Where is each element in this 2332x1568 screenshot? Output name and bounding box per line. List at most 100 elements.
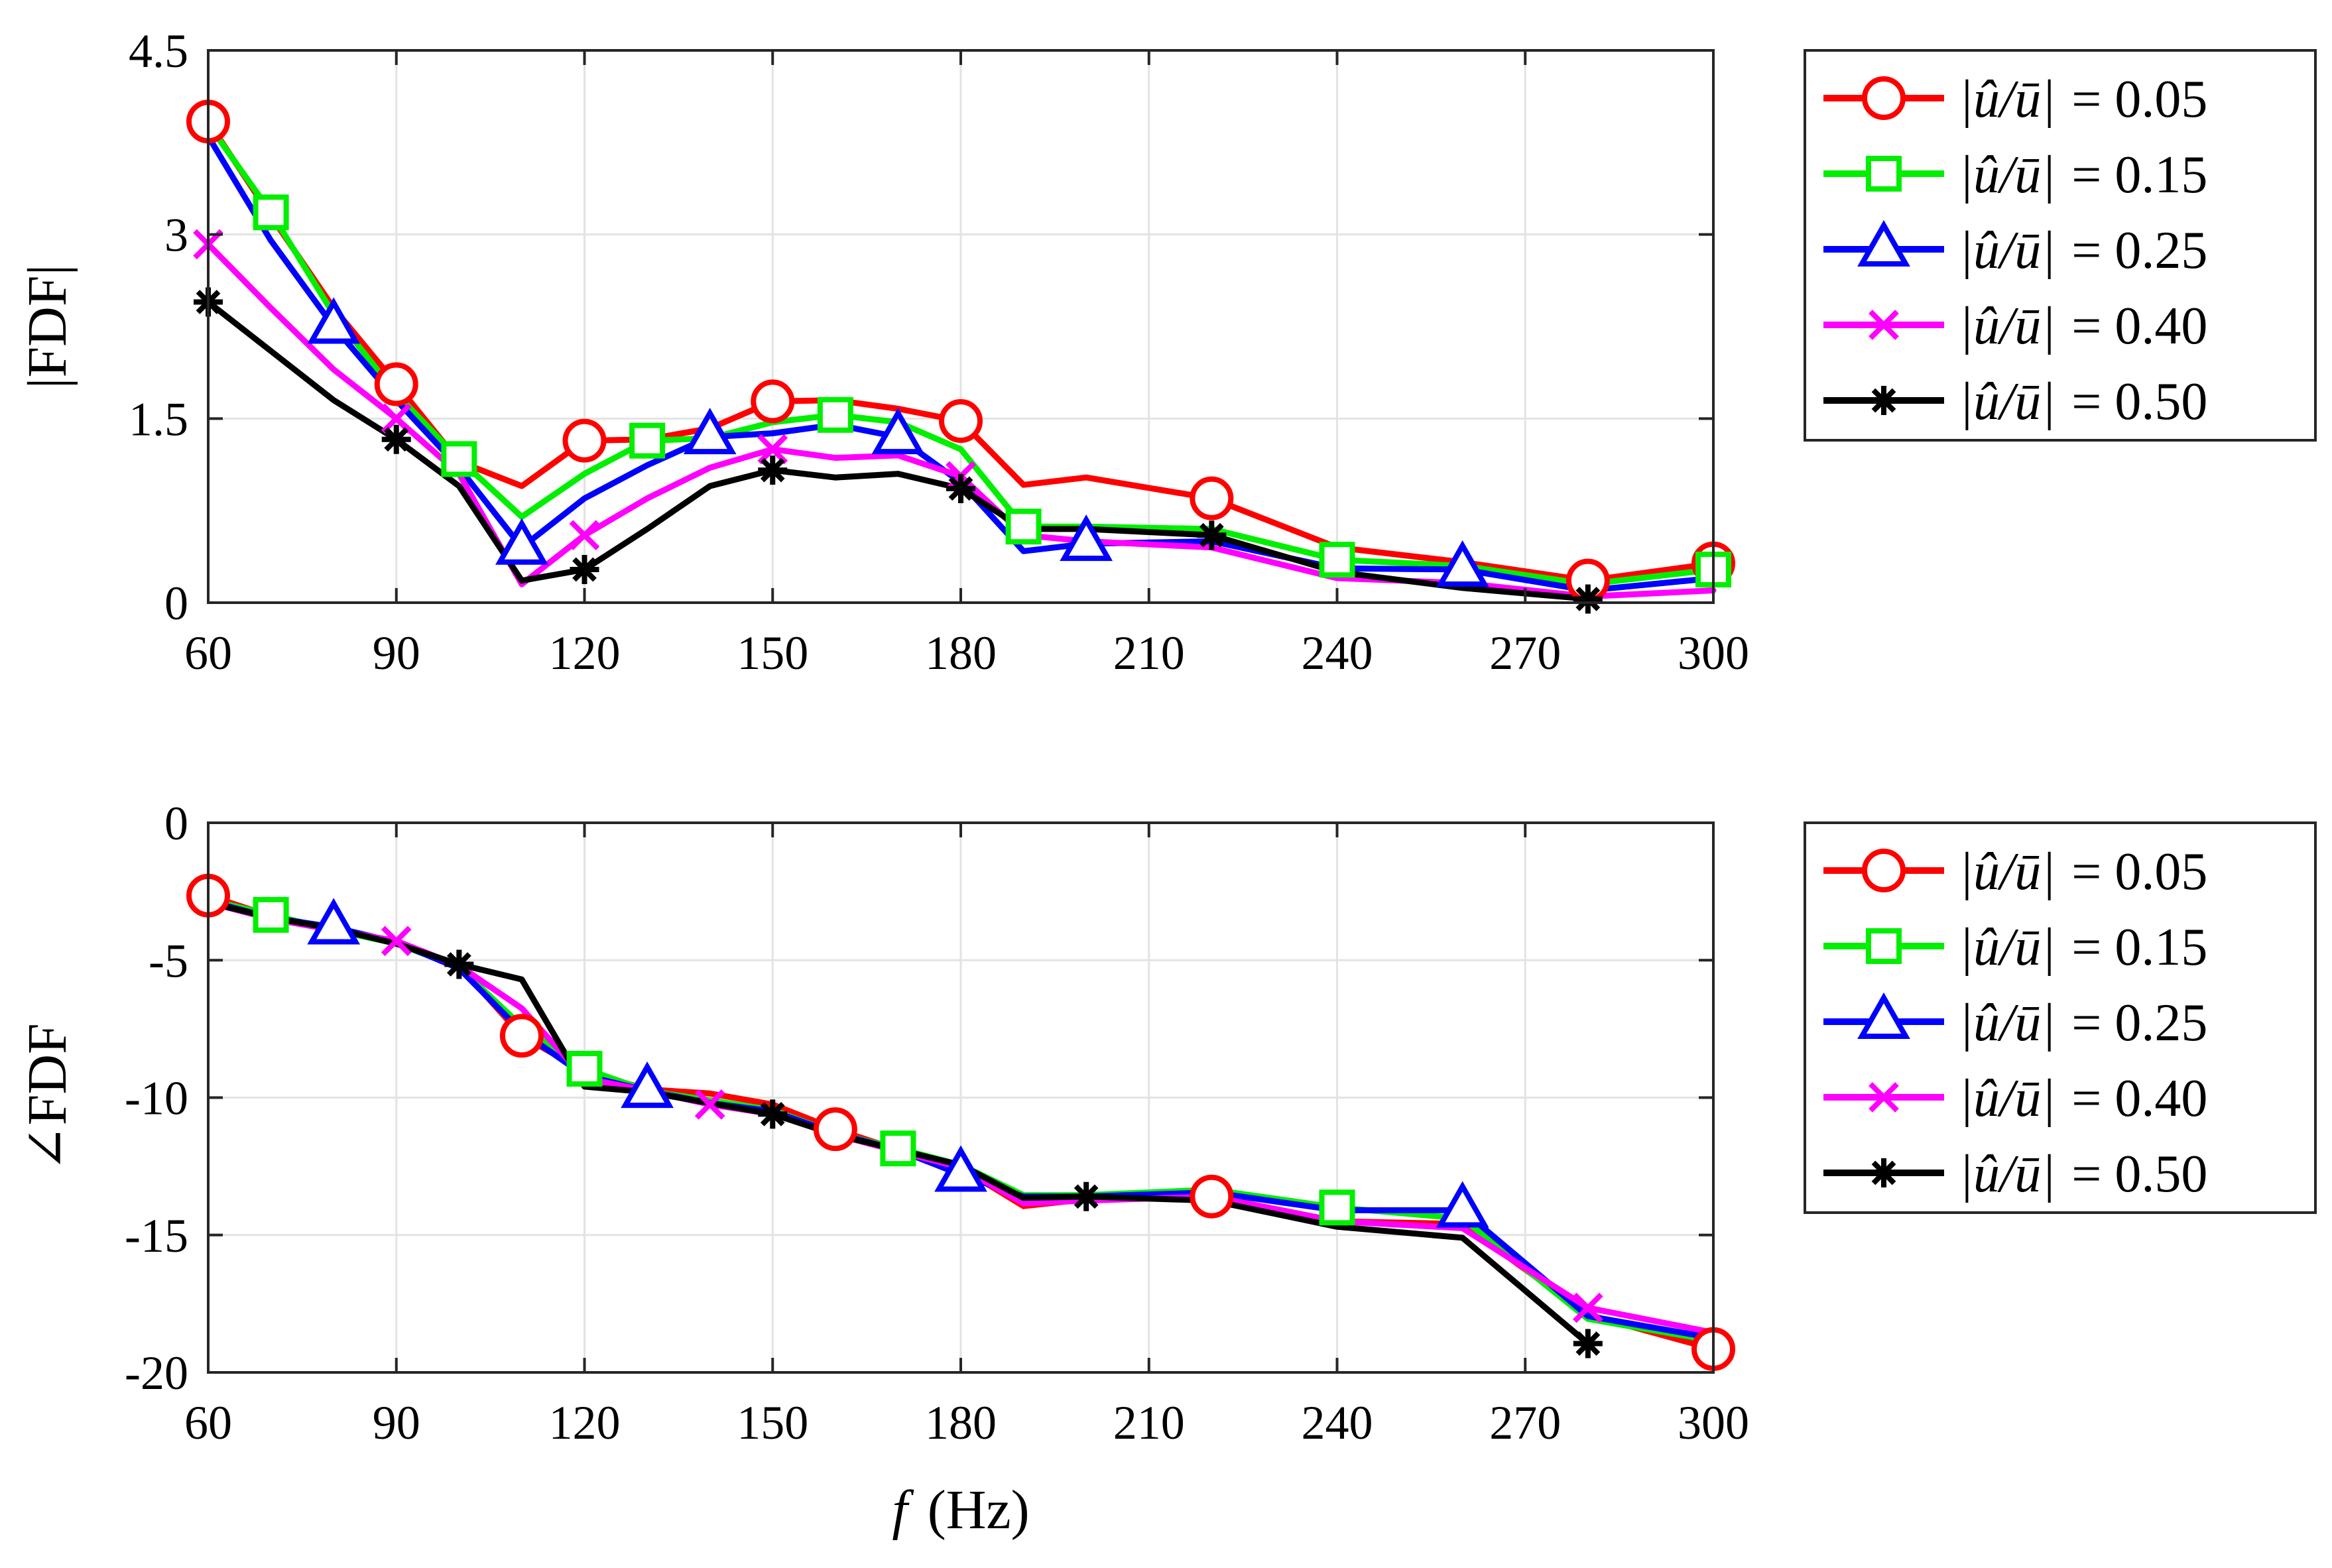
magnitude-legend-marker-2 xyxy=(1857,219,1910,267)
magnitude-xtick-label: 150 xyxy=(737,627,808,680)
magnitude-marker-2-110 xyxy=(495,518,548,565)
magnitude-legend-marker-1 xyxy=(1866,156,1902,192)
phase-xtick-label: 240 xyxy=(1302,1396,1373,1449)
phase-legend-entry-4: |û/ū| = 0.50 xyxy=(1823,1145,2207,1203)
magnitude-ylabel: |FDF| xyxy=(17,265,78,389)
magnitude-xtick-label: 210 xyxy=(1113,627,1185,680)
magnitude-marker-2-170 xyxy=(871,408,925,455)
phase-marker-4-150 xyxy=(758,1099,788,1129)
magnitude-legend-entry-3: |û/ū| = 0.40 xyxy=(1823,297,2207,355)
phase-xtick-label: 300 xyxy=(1678,1396,1749,1449)
magnitude-marker-2-140 xyxy=(683,408,737,455)
phase-marker-3-90 xyxy=(381,926,412,957)
phase-marker-2-180 xyxy=(934,1145,987,1192)
phase-xtick-label: 210 xyxy=(1113,1396,1185,1449)
magnitude-legend: |û/ū| = 0.05 |û/ū| = 0.15 |û/ū| = 0.25 |û/ū| = … xyxy=(1804,49,2317,442)
magnitude-legend-label-2: |û/ū| = 0.25 xyxy=(1959,221,2207,280)
phase-plot: 60 90 120 150 180 210 240 270 300 0 -5 -10 -15 -20 ∠FD… xyxy=(17,797,1749,1541)
magnitude-tick-marks xyxy=(207,49,1715,604)
magnitude-marker-2-200 xyxy=(1060,514,1113,562)
magnitude-marker-4-220 xyxy=(1197,520,1227,550)
phase-marker-3-280 xyxy=(1573,1292,1603,1323)
magnitude-marker-4-120 xyxy=(570,555,599,585)
magnitude-legend-marker-3 xyxy=(1869,310,1899,340)
magnitude-xtick-label: 120 xyxy=(549,627,621,680)
phase-ytick-label: -5 xyxy=(149,934,188,987)
magnitude-marker-2-80 xyxy=(307,297,361,344)
magnitude-marker-4-90 xyxy=(381,424,411,454)
magnitude-marker-0-220 xyxy=(1190,476,1234,520)
magnitude-ytick-label: 3 xyxy=(164,209,188,262)
phase-legend-label-3: |û/ū| = 0.40 xyxy=(1959,1069,2207,1128)
magnitude-xtick-label: 270 xyxy=(1489,627,1561,680)
phase-legend-entry-2: |û/ū| = 0.25 xyxy=(1823,992,2207,1052)
phase-marker-2-260 xyxy=(1436,1181,1489,1228)
magnitude-marker-0-150 xyxy=(751,379,795,424)
magnitude-marker-1-70 xyxy=(253,194,289,231)
magnitude-marker-2-260 xyxy=(1436,540,1489,587)
magnitude-marker-3-90 xyxy=(381,403,412,434)
phase-marker-0-160 xyxy=(813,1107,857,1152)
phase-marker-1-170 xyxy=(880,1130,916,1167)
magnitude-marker-1-240 xyxy=(1319,542,1355,578)
phase-legend-label-1: |û/ū| = 0.15 xyxy=(1959,918,2207,977)
phase-marker-4-200 xyxy=(1072,1181,1101,1211)
phase-marker-1-120 xyxy=(566,1050,603,1087)
phase-xtick-label: 270 xyxy=(1489,1396,1561,1449)
magnitude-marker-4-180 xyxy=(946,473,975,503)
phase-xtick-label: 180 xyxy=(925,1396,997,1449)
magnitude-legend-entry-0: |û/ū| = 0.05 xyxy=(1823,70,2207,129)
phase-marker-0-110 xyxy=(499,1014,544,1058)
phase-legend-entry-0: |û/ū| = 0.05 xyxy=(1823,843,2207,901)
magnitude-legend-label-1: |û/ū| = 0.15 xyxy=(1959,146,2207,204)
magnitude-xtick-label: 90 xyxy=(373,627,420,680)
phase-legend-marker-4 xyxy=(1869,1158,1898,1187)
phase-xtick-label: 150 xyxy=(737,1396,808,1449)
phase-legend: |û/ū| = 0.05 |û/ū| = 0.15 |û/ū| = 0.25 |û/ū| = … xyxy=(1804,821,2317,1214)
phase-legend-marker-1 xyxy=(1866,928,1902,964)
phase-marker-2-80 xyxy=(307,898,361,945)
magnitude-marker-4-150 xyxy=(758,455,788,485)
phase-marker-1-240 xyxy=(1319,1189,1355,1226)
magnitude-marker-1-130 xyxy=(629,422,666,459)
magnitude-ytick-label: 4.5 xyxy=(129,25,188,78)
magnitude-legend-marker-0 xyxy=(1862,76,1906,120)
phase-marker-4-280 xyxy=(1573,1329,1603,1358)
magnitude-marker-1-100 xyxy=(441,441,477,477)
phase-legend-entry-1: |û/ū| = 0.15 xyxy=(1823,918,2207,977)
magnitude-legend-label-3: |û/ū| = 0.40 xyxy=(1959,297,2207,355)
phase-tick-marks xyxy=(207,821,1715,1374)
magnitude-marker-0-90 xyxy=(374,362,418,406)
phase-legend-label-2: |û/ū| = 0.25 xyxy=(1959,994,2207,1052)
magnitude-plot: 60 90 120 150 180 210 240 270 300 0 1.5 3 4.5 |FDF| xyxy=(17,25,1749,680)
phase-legend-entry-3: |û/ū| = 0.40 xyxy=(1823,1069,2207,1128)
magnitude-xtick-label: 180 xyxy=(925,627,997,680)
magnitude-marker-3-120 xyxy=(569,520,600,551)
magnitude-legend-entry-2: |û/ū| = 0.25 xyxy=(1823,219,2207,280)
magnitude-legend-label-4: |û/ū| = 0.50 xyxy=(1959,373,2207,431)
magnitude-ytick-label: 0 xyxy=(164,577,188,630)
phase-legend-label-4: |û/ū| = 0.50 xyxy=(1959,1145,2207,1203)
magnitude-marker-1-190 xyxy=(1005,509,1042,545)
magnitude-ytick-label: 1.5 xyxy=(129,392,188,446)
magnitude-marker-1-160 xyxy=(817,396,853,433)
magnitude-xtick-label: 240 xyxy=(1302,627,1373,680)
magnitude-legend-entry-1: |û/ū| = 0.15 xyxy=(1823,146,2207,204)
phase-marker-0-220 xyxy=(1190,1174,1234,1219)
magnitude-marker-0-120 xyxy=(562,418,607,463)
phase-xtick-label: 90 xyxy=(373,1396,420,1449)
magnitude-xtick-label: 300 xyxy=(1678,627,1749,680)
phase-legend-marker-0 xyxy=(1862,849,1906,892)
magnitude-marker-0-180 xyxy=(939,399,983,444)
magnitude-legend-label-0: |û/ū| = 0.05 xyxy=(1959,70,2207,129)
phase-legend-marker-3 xyxy=(1869,1082,1899,1113)
phase-marker-2-130 xyxy=(621,1061,674,1109)
phase-ytick-label: -20 xyxy=(125,1347,188,1400)
phase-marker-4-100 xyxy=(444,949,474,979)
phase-legend-marker-2 xyxy=(1857,992,1910,1039)
phase-marker-1-70 xyxy=(253,896,289,933)
phase-legend-label-0: |û/ū| = 0.05 xyxy=(1959,843,2207,901)
magnitude-marker-4-280 xyxy=(1573,584,1603,614)
magnitude-xtick-label: 60 xyxy=(184,627,232,680)
